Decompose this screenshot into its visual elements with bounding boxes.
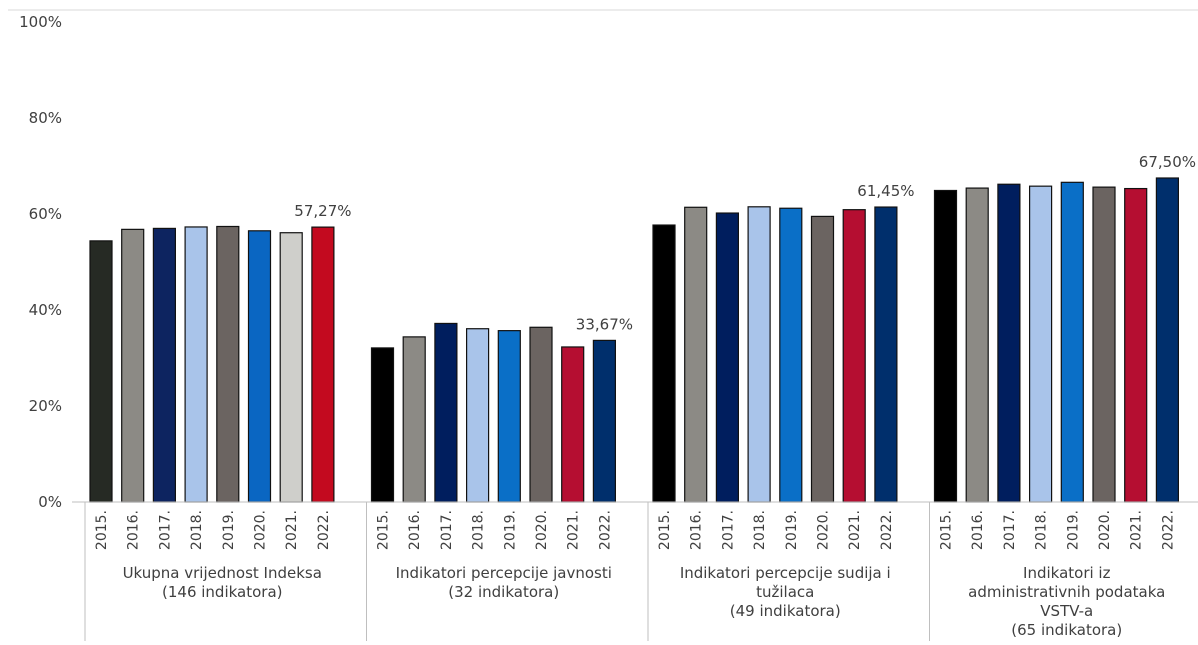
year-tick-label: 2019. [502, 510, 518, 550]
year-tick-label: 2020. [816, 510, 832, 550]
value-label: 61,45% [857, 182, 914, 200]
bars [89, 177, 1180, 503]
group-label-line: VSTV-a [1040, 602, 1093, 620]
year-tick-label: 2022. [879, 510, 895, 550]
group-label-line: (49 indikatora) [730, 602, 841, 620]
year-tick-label: 2015. [94, 510, 110, 550]
group-label-line: Indikatori percepcije javnosti [396, 564, 612, 582]
data-labels: 57,27% 33,67% 61,45% 67,50% [294, 153, 1196, 333]
bar-0-3 [184, 226, 208, 503]
bar-0-2 [152, 227, 176, 503]
year-tick-label: 2017. [1002, 510, 1018, 550]
bar-0-7 [311, 226, 335, 503]
bar-1-1 [402, 336, 426, 503]
year-tick-label: 2017. [439, 510, 455, 550]
year-tick-label: 2019. [784, 510, 800, 550]
year-tick-label: 2022. [1160, 510, 1176, 550]
bar-3-0 [933, 189, 958, 503]
bar-3-1 [965, 187, 989, 503]
x-axis: 2015. 2016. 2017. 2018. 2019. 2020. 2021. 2022.… [72, 501, 1198, 641]
year-tick-label: 2015. [376, 510, 392, 550]
y-tick-label: 40% [29, 301, 62, 319]
group-label-line: (146 indikatora) [162, 583, 283, 601]
year-tick-label: 2017. [720, 510, 736, 550]
value-label: 57,27% [294, 202, 351, 220]
bar-3-2 [997, 183, 1021, 503]
year-tick-label: 2015. [939, 510, 955, 550]
bar-1-0 [370, 347, 395, 503]
year-tick-label: 2022. [316, 510, 332, 550]
year-tick-label: 2016. [970, 510, 986, 550]
year-tick-label: 2018. [189, 510, 205, 550]
year-tick-label: 2021. [847, 510, 863, 550]
bar-3-4 [1060, 181, 1084, 503]
bar-3-6 [1124, 187, 1148, 503]
group-label-line: Indikatori iz [1023, 564, 1111, 582]
y-tick-label: 100% [19, 13, 62, 31]
group-label-line: (32 indikatora) [448, 583, 559, 601]
year-tick-label: 2021. [566, 510, 582, 550]
year-tick-label: 2016. [689, 510, 705, 550]
year-tick-label: 2022. [597, 510, 613, 550]
bar-2-4 [779, 207, 803, 503]
year-tick-label: 2020. [1097, 510, 1113, 550]
year-tick-label: 2018. [752, 510, 768, 550]
bar-3-3 [1028, 185, 1053, 503]
bar-2-0 [652, 224, 676, 503]
bar-1-5 [529, 326, 553, 503]
group-label-line: Ukupna vrijednost Indeksa [123, 564, 322, 582]
value-label: 33,67% [576, 315, 633, 333]
bar-1-4 [497, 330, 521, 503]
year-tick-label: 2018. [1034, 510, 1050, 550]
y-tick-label: 20% [29, 397, 62, 415]
y-tick-label: 60% [29, 205, 62, 223]
group-label-line: administrativnih podataka [968, 583, 1165, 601]
bar-0-6 [279, 232, 303, 503]
bar-1-6 [561, 346, 585, 503]
bar-0-5 [247, 230, 272, 503]
year-tick-label: 2018. [471, 510, 487, 550]
bar-3-7 [1155, 177, 1180, 503]
bar-1-7 [592, 339, 617, 503]
bar-2-2 [715, 212, 740, 503]
year-tick-label: 2021. [284, 510, 300, 550]
year-tick-label: 2019. [1065, 510, 1081, 550]
value-label: 67,50% [1139, 153, 1196, 171]
year-tick-label: 2017. [157, 510, 173, 550]
bar-2-6 [842, 209, 866, 503]
y-tick-label: 80% [29, 109, 62, 127]
bar-0-0 [89, 240, 113, 503]
year-tick-label: 2020. [534, 510, 550, 550]
year-tick-label: 2016. [407, 510, 423, 550]
bar-2-1 [684, 206, 708, 503]
bar-1-2 [434, 322, 458, 503]
bar-2-7 [874, 206, 898, 503]
year-tick-label: 2020. [253, 510, 269, 550]
y-axis: 0% 20% 40% 60% 80% 100% [19, 13, 62, 511]
bar-2-5 [810, 215, 835, 503]
year-tick-label: 2021. [1129, 510, 1145, 550]
year-tick-label: 2015. [657, 510, 673, 550]
y-tick-label: 0% [38, 493, 62, 511]
group-label-line: tužilaca [756, 583, 814, 601]
bar-1-3 [466, 328, 490, 503]
year-tick-label: 2016. [126, 510, 142, 550]
bar-0-1 [121, 228, 145, 503]
group-label-line: (65 indikatora) [1011, 621, 1122, 639]
bar-3-5 [1092, 186, 1116, 503]
year-tick-label: 2019. [221, 510, 237, 550]
bar-2-3 [747, 206, 771, 503]
bar-0-4 [216, 225, 240, 503]
group-label-line: Indikatori percepcije sudija i [680, 564, 891, 582]
